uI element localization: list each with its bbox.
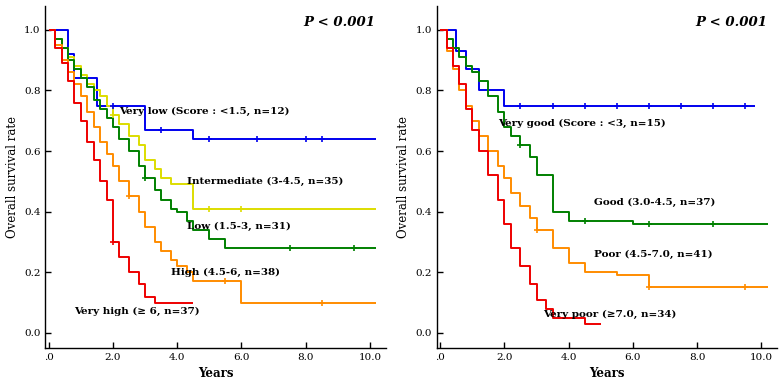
X-axis label: Years: Years [198, 367, 233, 381]
Text: Very low (Score : <1.5, n=12): Very low (Score : <1.5, n=12) [119, 107, 290, 116]
Text: Very good (Score : <3, n=15): Very good (Score : <3, n=15) [498, 119, 666, 128]
Text: P < 0.001: P < 0.001 [695, 16, 767, 29]
Text: Good (3.0-4.5, n=37): Good (3.0-4.5, n=37) [594, 198, 716, 207]
Text: Intermediate (3-4.5, n=35): Intermediate (3-4.5, n=35) [187, 177, 343, 186]
Text: High (4.5-6, n=38): High (4.5-6, n=38) [171, 267, 280, 277]
Text: Poor (4.5-7.0, n=41): Poor (4.5-7.0, n=41) [594, 249, 713, 259]
Text: Very poor (≥7.0, n=34): Very poor (≥7.0, n=34) [543, 310, 677, 319]
Y-axis label: Overall survival rate: Overall survival rate [5, 116, 19, 238]
X-axis label: Years: Years [590, 367, 625, 381]
Text: P < 0.001: P < 0.001 [304, 16, 376, 29]
Text: Low (1.5-3, n=31): Low (1.5-3, n=31) [187, 222, 290, 231]
Text: Very high (≥ 6, n=37): Very high (≥ 6, n=37) [74, 307, 200, 316]
Y-axis label: Overall survival rate: Overall survival rate [397, 116, 410, 238]
